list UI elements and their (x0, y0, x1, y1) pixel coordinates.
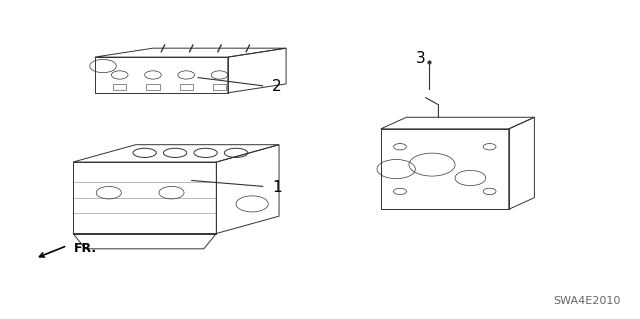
Text: FR.: FR. (74, 242, 97, 255)
Bar (180, 84, 193, 90)
Text: 3: 3 (416, 50, 426, 66)
Bar (113, 84, 126, 90)
Bar (147, 84, 159, 90)
Text: SWA4E2010: SWA4E2010 (554, 296, 621, 306)
Text: 2: 2 (272, 79, 282, 94)
Text: 1: 1 (272, 180, 282, 195)
Bar (213, 84, 226, 90)
